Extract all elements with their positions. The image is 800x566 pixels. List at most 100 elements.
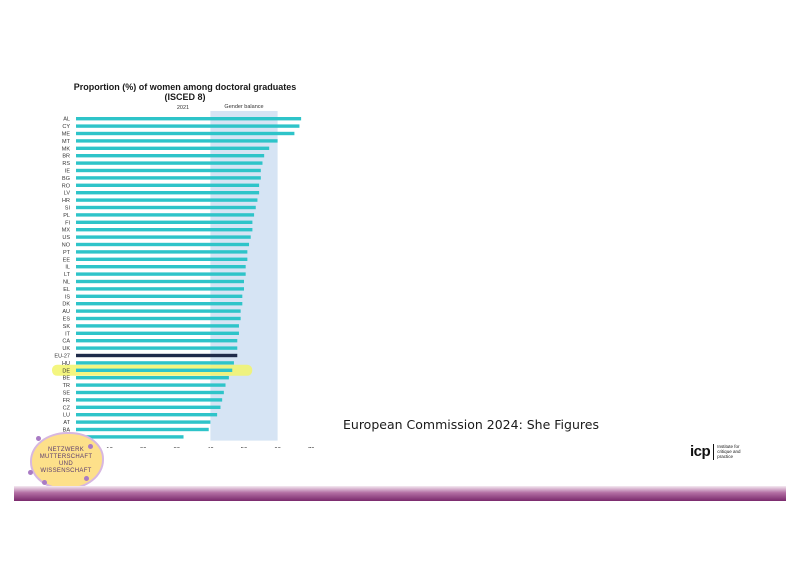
bar-no bbox=[76, 242, 250, 247]
bar-lu bbox=[76, 413, 218, 417]
bar-sk bbox=[76, 324, 239, 328]
bar-lv bbox=[76, 191, 260, 195]
category-label-lt: LT bbox=[64, 272, 71, 278]
category-label-lu: LU bbox=[63, 413, 70, 419]
bar-lt bbox=[76, 272, 246, 276]
bar-us bbox=[76, 235, 251, 239]
bar-fr bbox=[76, 398, 223, 402]
bar-dk bbox=[76, 302, 243, 306]
category-label-it: IT bbox=[65, 331, 71, 337]
bar-bg bbox=[76, 176, 261, 180]
category-label-us: US bbox=[62, 235, 70, 241]
bar-mk bbox=[76, 146, 270, 150]
logo-dot bbox=[88, 444, 93, 449]
category-label-cy: CY bbox=[62, 124, 70, 130]
logo-line: NETZWERK bbox=[47, 447, 85, 453]
bar-be bbox=[76, 376, 229, 380]
bar-rs bbox=[76, 161, 263, 165]
bar-me bbox=[76, 131, 295, 136]
category-label-sk: SK bbox=[63, 324, 71, 330]
category-label-fr: FR bbox=[63, 398, 70, 404]
bar-mt bbox=[76, 139, 278, 143]
chart-title: Proportion (%) of women among doctoral g… bbox=[74, 82, 297, 92]
category-label-hr: HR bbox=[62, 198, 70, 204]
bar-ee bbox=[76, 257, 248, 261]
bar-ba bbox=[76, 427, 209, 432]
bar-si bbox=[76, 205, 256, 210]
category-label-mx: MX bbox=[62, 228, 71, 234]
bar-mx bbox=[76, 228, 253, 232]
category-label-ie: IE bbox=[65, 169, 71, 175]
bar-el bbox=[76, 287, 244, 291]
bar-eu-27 bbox=[76, 353, 238, 358]
category-label-si: SI bbox=[65, 206, 71, 212]
category-label-at: AT bbox=[63, 420, 70, 426]
bar-hu bbox=[76, 361, 234, 365]
icp-tagline: Institute for critique and practice bbox=[717, 444, 741, 459]
bar-de bbox=[76, 368, 233, 372]
bar-ro bbox=[76, 183, 260, 187]
bar-is bbox=[76, 294, 243, 298]
bar-jp bbox=[76, 435, 184, 439]
bar-se bbox=[76, 390, 224, 395]
category-label-el: EL bbox=[63, 287, 70, 293]
chart-subtitle: (ISCED 8) bbox=[164, 92, 205, 102]
category-label-de: DE bbox=[62, 368, 70, 374]
gender-balance-label: Gender balance bbox=[224, 104, 263, 110]
category-label-lv: LV bbox=[64, 191, 71, 197]
doctoral-graduates-chart: Proportion (%) of women among doctoral g… bbox=[52, 82, 315, 448]
category-label-pl: PL bbox=[63, 213, 70, 219]
source-citation: European Commission 2024: She Figures bbox=[343, 417, 599, 432]
category-label-cz: CZ bbox=[63, 405, 71, 411]
bar-nl bbox=[76, 279, 244, 284]
category-label-nl: NL bbox=[63, 280, 70, 286]
year-label: 2021 bbox=[177, 105, 189, 111]
category-label-mk: MK bbox=[62, 146, 71, 152]
category-label-me: ME bbox=[62, 132, 71, 138]
bar-uk bbox=[76, 346, 238, 350]
category-label-bg: BG bbox=[62, 176, 70, 182]
category-label-be: BE bbox=[63, 376, 71, 382]
category-label-mt: MT bbox=[62, 139, 71, 145]
logo-line: UND bbox=[59, 461, 73, 467]
category-label-es: ES bbox=[63, 317, 71, 323]
bar-fi bbox=[76, 220, 253, 224]
category-label-eu-27: EU-27 bbox=[54, 354, 70, 360]
category-label-uk: UK bbox=[62, 346, 70, 352]
category-label-pt: PT bbox=[63, 250, 71, 256]
logo-line: MUTTERSCHAFT bbox=[39, 454, 93, 460]
bar-cz bbox=[76, 405, 221, 409]
logo-text: NETZWERK MUTTERSCHAFT UND WISSENSCHAFT bbox=[35, 447, 97, 475]
icp-divider bbox=[713, 443, 715, 460]
bar-hr bbox=[76, 198, 258, 202]
category-label-se: SE bbox=[63, 391, 71, 397]
category-label-hu: HU bbox=[62, 361, 70, 367]
category-label-is: IS bbox=[65, 294, 71, 300]
category-label-ba: BA bbox=[63, 428, 71, 434]
icp-wordmark: icp bbox=[690, 443, 711, 460]
bar-pt bbox=[76, 250, 248, 254]
bar-il bbox=[76, 265, 246, 269]
bar-cy bbox=[76, 124, 300, 128]
logo-dot bbox=[84, 476, 89, 481]
category-label-fi: FI bbox=[65, 220, 70, 226]
category-label-al: AL bbox=[63, 117, 70, 123]
logo-line: WISSENSCHAFT bbox=[40, 468, 92, 474]
category-label-au: AU bbox=[62, 309, 70, 315]
category-label-ee: EE bbox=[63, 257, 71, 263]
bar-es bbox=[76, 316, 241, 321]
category-label-dk: DK bbox=[62, 302, 70, 308]
category-label-no: NO bbox=[62, 243, 71, 249]
netzwerk-logo: NETZWERK MUTTERSCHAFT UND WISSENSCHAFT bbox=[26, 430, 104, 490]
category-label-rs: RS bbox=[62, 161, 70, 167]
category-label-tr: TR bbox=[63, 383, 70, 389]
icp-logo: icp Institute for critique and practice bbox=[690, 443, 751, 460]
logo-dot bbox=[42, 480, 47, 485]
logo-dot bbox=[28, 470, 33, 475]
category-label-il: IL bbox=[65, 265, 70, 271]
bar-at bbox=[76, 420, 211, 424]
category-label-ro: RO bbox=[62, 183, 71, 189]
bar-it bbox=[76, 331, 239, 335]
bar-al bbox=[76, 117, 302, 121]
bar-br bbox=[76, 154, 265, 158]
